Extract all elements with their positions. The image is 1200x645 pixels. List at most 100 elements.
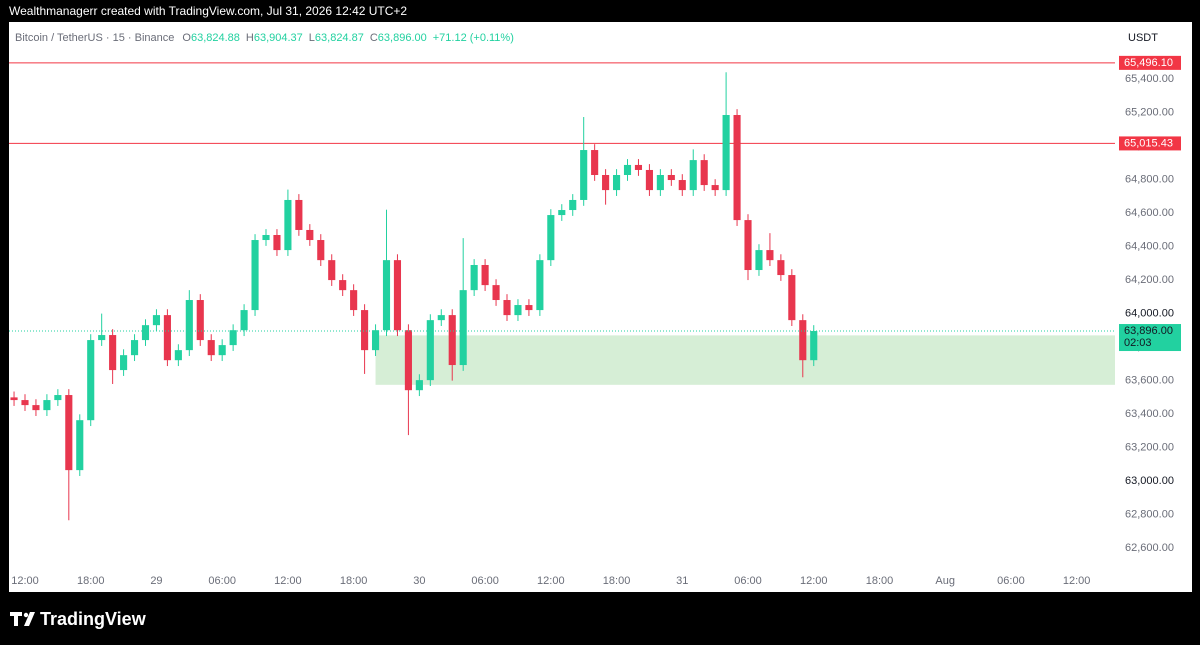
symbol: Bitcoin / TetherUS · 15 · Binance	[15, 32, 174, 44]
candle-body	[722, 115, 730, 191]
candle-body	[766, 250, 774, 261]
candle-body	[87, 340, 95, 421]
y-tick-label: 64,600.00	[1125, 207, 1174, 219]
candle-body	[503, 300, 511, 316]
candle-body	[602, 175, 610, 191]
candle-body	[54, 395, 62, 401]
candle-body	[240, 310, 248, 331]
candle-body	[755, 250, 763, 271]
candle-body	[404, 330, 412, 391]
candle-body	[481, 264, 489, 286]
candle-body	[371, 330, 380, 351]
candle-body	[207, 340, 215, 356]
candle-body	[295, 199, 303, 230]
candle-body	[43, 400, 51, 411]
candle-body	[733, 115, 741, 221]
x-tick-label: 06:00	[734, 575, 762, 587]
candle-body	[744, 220, 752, 271]
candle-body	[547, 215, 555, 261]
ohlc-value: 63,904.37	[254, 32, 303, 44]
candle-body	[152, 315, 161, 326]
y-tick-label: 64,800.00	[1125, 173, 1174, 185]
ohlc-label: C	[370, 32, 378, 44]
zone	[375, 335, 1116, 385]
candle-body	[623, 164, 632, 176]
candle-body	[492, 285, 500, 301]
candle-body	[799, 320, 807, 361]
x-tick-label: 31	[676, 575, 688, 587]
x-tick-label: 18:00	[866, 575, 894, 587]
x-tick-label: 12:00	[11, 575, 39, 587]
candle-body	[591, 150, 599, 176]
candle-body	[10, 397, 18, 401]
y-tick-label: 65,400.00	[1125, 73, 1174, 85]
candle-body	[262, 234, 270, 241]
candle-body	[174, 350, 182, 361]
ohlc-label: H	[246, 32, 254, 44]
y-tick-label: 63,200.00	[1125, 442, 1174, 454]
candle-body	[76, 420, 84, 471]
candle-body	[163, 315, 171, 361]
level-label: 65,015.43	[1124, 137, 1173, 149]
candle-body	[448, 315, 456, 366]
candle-body	[109, 335, 117, 371]
last-price-box	[1119, 324, 1181, 352]
candle-body	[700, 160, 708, 186]
candle-body	[810, 331, 818, 361]
candle-body	[317, 240, 325, 261]
candle-body	[634, 164, 643, 170]
x-tick-label: Aug	[935, 575, 955, 587]
candle-body	[711, 185, 719, 191]
candle-body	[689, 160, 697, 191]
candle-body	[788, 275, 796, 321]
candle-body	[21, 400, 29, 406]
candle-body	[361, 310, 369, 351]
candle-body	[558, 210, 566, 216]
candle-body	[459, 290, 467, 366]
x-tick-label: 18:00	[340, 575, 368, 587]
candle-body	[777, 260, 785, 276]
candle-body	[229, 330, 237, 346]
x-tick-label: 18:00	[77, 575, 105, 587]
candle-body	[130, 340, 139, 356]
y-tick-label: 64,000.00	[1125, 308, 1174, 320]
candle-body	[514, 305, 522, 316]
candle-body	[470, 264, 478, 291]
y-tick-label: 63,400.00	[1125, 408, 1174, 420]
x-tick-label: 06:00	[997, 575, 1025, 587]
y-tick-label: 63,000.00	[1125, 475, 1174, 487]
ohlc-value: 63,824.87	[315, 32, 364, 44]
level-label-box	[1119, 55, 1181, 70]
x-tick-label: 12:00	[800, 575, 828, 587]
candle-body	[251, 240, 259, 311]
countdown: 02:03	[1124, 337, 1152, 349]
y-tick-label: 65,200.00	[1125, 106, 1174, 118]
x-tick-label: 06:00	[208, 575, 236, 587]
candle-body	[328, 260, 336, 281]
candle-body	[667, 175, 675, 181]
x-tick-label: 18:00	[603, 575, 631, 587]
candle-body	[98, 335, 106, 341]
candle-body	[141, 325, 150, 341]
x-tick-label: 06:00	[471, 575, 499, 587]
level-label-box	[1119, 136, 1181, 151]
y-tick-label: 64,200.00	[1125, 274, 1174, 286]
level-label: 65,496.10	[1124, 57, 1173, 69]
candle-body	[415, 380, 423, 391]
ohlc-label: O	[182, 32, 191, 44]
change: +71.12 (+0.11%)	[433, 32, 514, 44]
plot-panel	[9, 22, 1192, 592]
candle-body	[382, 260, 391, 331]
x-tick-label: 12:00	[274, 575, 302, 587]
candle-body	[569, 199, 577, 211]
candle-body	[536, 260, 544, 311]
candle-body	[580, 150, 588, 200]
x-tick-label: 29	[150, 575, 162, 587]
candle-body	[525, 305, 533, 311]
x-tick-label: 12:00	[1063, 575, 1091, 587]
candle-body	[284, 199, 292, 251]
candle-body	[426, 320, 434, 381]
y-tick-label: 62,600.00	[1125, 542, 1174, 554]
